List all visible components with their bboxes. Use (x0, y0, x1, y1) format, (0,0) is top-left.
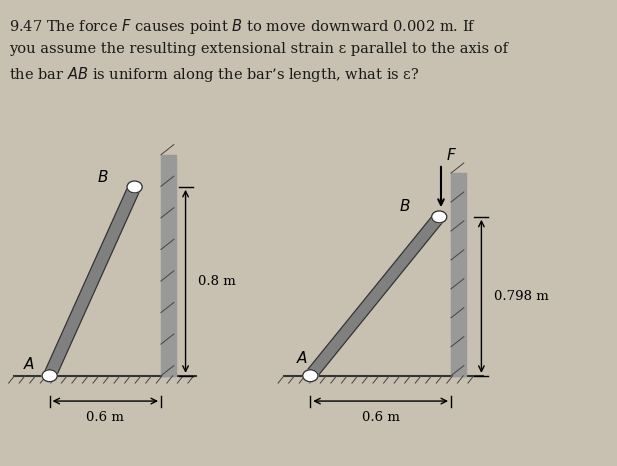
Text: $A$: $A$ (23, 356, 36, 372)
Text: 9.47 The force $F$ causes point $B$ to move downward 0.002 m. If
you assume the : 9.47 The force $F$ causes point $B$ to m… (9, 17, 508, 83)
Circle shape (127, 181, 142, 193)
Polygon shape (44, 185, 141, 377)
Text: 0.6 m: 0.6 m (86, 411, 124, 424)
Text: 0.798 m: 0.798 m (494, 290, 549, 303)
Text: 0.8 m: 0.8 m (199, 275, 236, 288)
Text: $A$: $A$ (296, 350, 308, 366)
Text: $B$: $B$ (96, 169, 108, 185)
Circle shape (432, 211, 447, 223)
Polygon shape (305, 214, 445, 378)
Circle shape (42, 370, 57, 382)
Text: 0.6 m: 0.6 m (362, 411, 400, 424)
Text: $B$: $B$ (399, 199, 411, 214)
Circle shape (303, 370, 318, 382)
Text: $F$: $F$ (445, 147, 457, 163)
Bar (161, 155, 176, 376)
Bar (451, 173, 466, 376)
